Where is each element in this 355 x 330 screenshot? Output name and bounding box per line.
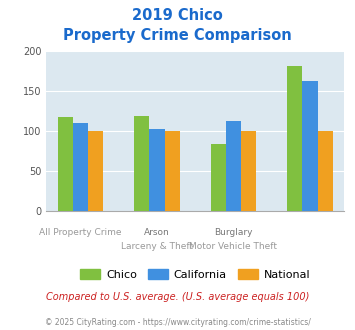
Text: Larceny & Theft: Larceny & Theft xyxy=(121,242,193,251)
Bar xyxy=(165,131,180,211)
Text: 2019 Chico: 2019 Chico xyxy=(132,8,223,23)
Bar xyxy=(149,129,165,211)
Text: Compared to U.S. average. (U.S. average equals 100): Compared to U.S. average. (U.S. average … xyxy=(46,292,309,302)
Text: Arson: Arson xyxy=(144,228,170,237)
Legend: Chico, California, National: Chico, California, National xyxy=(76,265,315,284)
Bar xyxy=(73,123,88,211)
Bar xyxy=(318,131,333,211)
Text: Burglary: Burglary xyxy=(214,228,253,237)
Bar xyxy=(88,131,104,211)
Text: Motor Vehicle Theft: Motor Vehicle Theft xyxy=(190,242,278,251)
Text: Property Crime Comparison: Property Crime Comparison xyxy=(63,28,292,43)
Bar xyxy=(134,116,149,211)
Bar xyxy=(241,131,256,211)
Text: © 2025 CityRating.com - https://www.cityrating.com/crime-statistics/: © 2025 CityRating.com - https://www.city… xyxy=(45,318,310,327)
Bar xyxy=(302,81,318,211)
Bar xyxy=(58,117,73,211)
Bar xyxy=(287,66,302,211)
Text: All Property Crime: All Property Crime xyxy=(39,228,122,237)
Bar xyxy=(211,144,226,211)
Bar xyxy=(226,121,241,211)
